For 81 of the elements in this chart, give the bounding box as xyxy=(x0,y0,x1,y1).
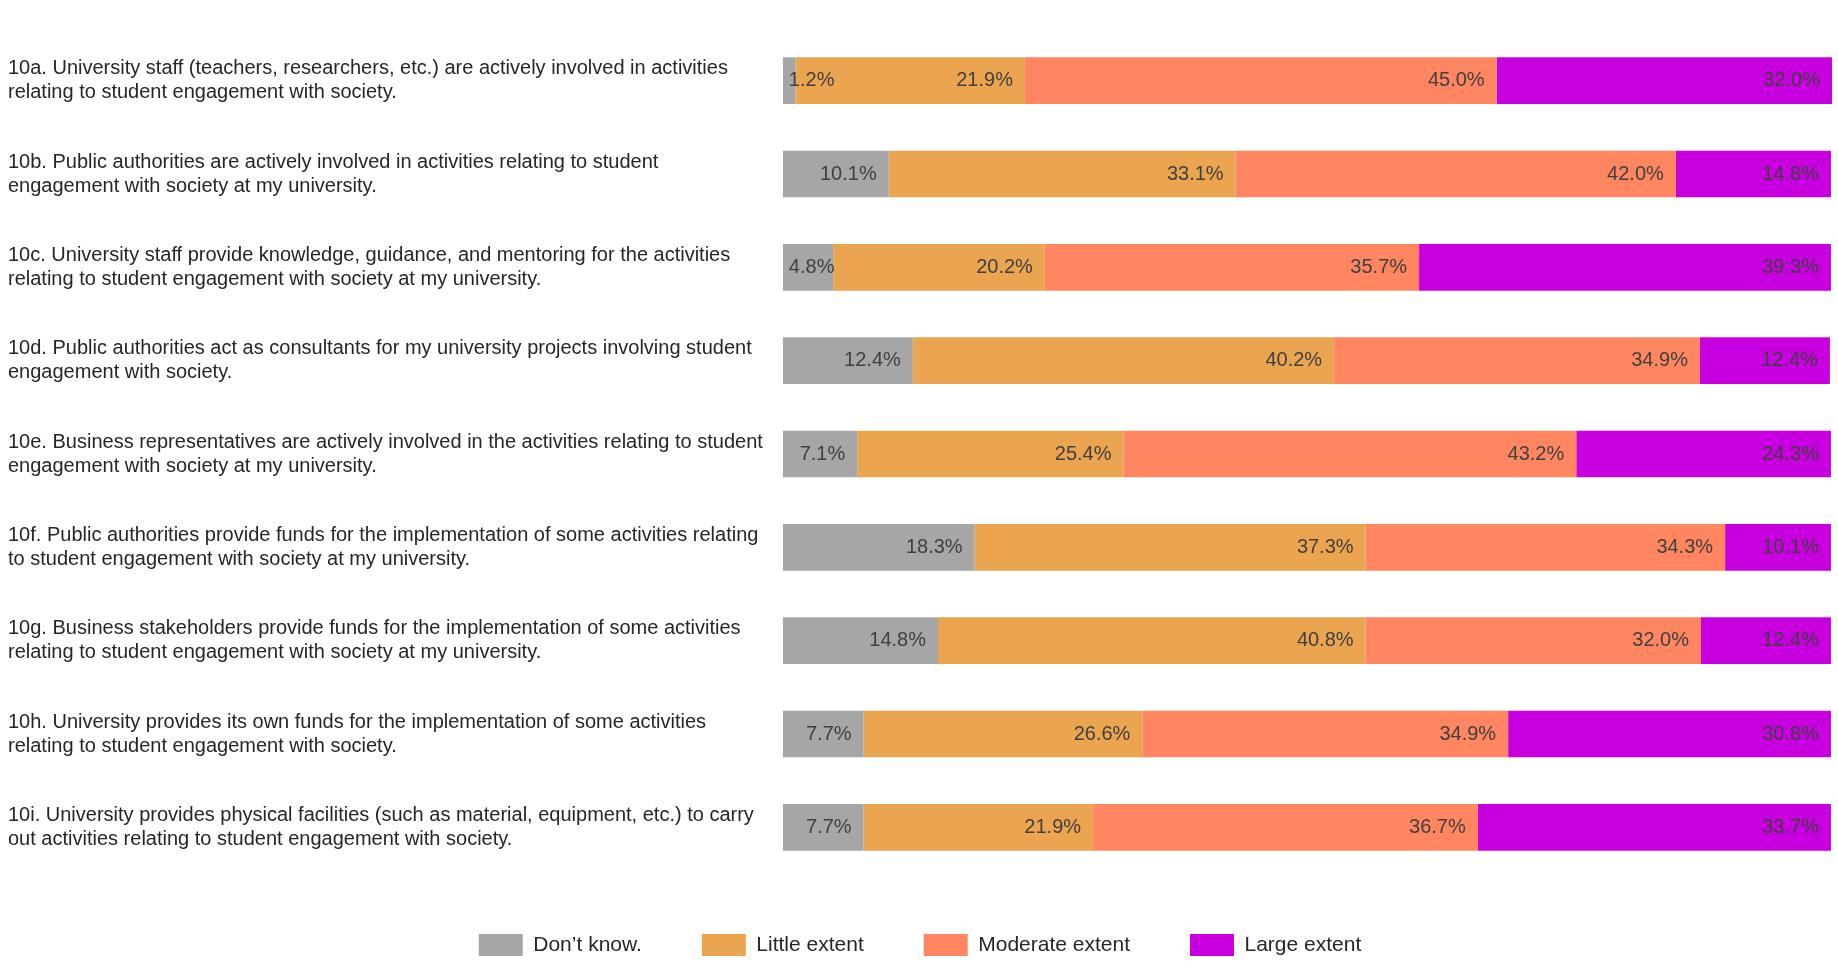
data-label: 7.7% xyxy=(805,814,852,837)
bar xyxy=(1093,804,1478,851)
data-label: 14.8% xyxy=(1762,161,1820,184)
bar xyxy=(1142,710,1509,758)
bar xyxy=(833,244,1045,291)
data-label: 21.9% xyxy=(1024,814,1082,837)
y-tick-label: 10f. Public authorities provide funds for the implementation of some activities relating to student engagement with society at my university. xyxy=(8,522,759,569)
data-label: 37.3% xyxy=(1296,534,1354,557)
y-tick-label: 10a. University staff (teachers, researchers, etc.) are actively involved in activities relating to student engagement with society. xyxy=(8,56,728,103)
bar xyxy=(1419,244,1831,291)
data-label: 14.8% xyxy=(869,628,927,651)
data-label: 25.4% xyxy=(1054,441,1112,464)
data-label: 12.4% xyxy=(844,348,902,371)
y-tick-label: 10b. Public authorities are actively involved in activities relating to student engagement with society at my university. xyxy=(8,149,659,196)
data-label: 7.7% xyxy=(805,721,852,744)
data-label: 32.0% xyxy=(1632,628,1690,651)
y-tick-label: 10h. University provides its own funds for the implementation of some activities relating to student engagement with society. xyxy=(8,709,707,756)
data-label: 40.2% xyxy=(1265,348,1323,371)
data-label: 10.1% xyxy=(819,161,877,184)
bar xyxy=(1699,337,1830,384)
data-label: 12.4% xyxy=(1762,628,1820,651)
data-label: 39.3% xyxy=(1762,254,1820,277)
bar xyxy=(863,710,1143,758)
data-label: 42.0% xyxy=(1607,161,1665,184)
bar xyxy=(1024,57,1497,104)
bar xyxy=(912,337,1335,384)
data-label: 30.8% xyxy=(1762,721,1820,744)
legend-label: Little extent xyxy=(756,931,864,955)
data-label: 7.1% xyxy=(799,441,846,464)
bar xyxy=(782,337,913,384)
data-label: 24.3% xyxy=(1762,441,1820,464)
bar xyxy=(937,617,1366,664)
bar xyxy=(863,804,1094,851)
bar xyxy=(1675,150,1831,198)
data-label: 33.1% xyxy=(1166,161,1224,184)
data-label: 32.0% xyxy=(1763,68,1821,91)
bar xyxy=(1576,430,1831,478)
y-tick-label: 10i. University provides physical facilities (such as material, equipment, etc.) to carry out activities relating to student engagement with society. xyxy=(8,802,754,849)
bar xyxy=(1044,244,1420,291)
bar xyxy=(782,710,864,758)
data-label: 1.2% xyxy=(788,68,835,91)
y-tick-label: 10c. University staff provide knowledge, guidance, and mentoring for the activities relating to student engagement with society at my university. xyxy=(8,242,731,289)
bar xyxy=(1123,430,1577,478)
data-label: 34.9% xyxy=(1631,348,1689,371)
data-label: 34.3% xyxy=(1656,534,1714,557)
y-tick-label: 10e. Business representatives are actively involved in the activities relating to student engagement with society at my university. xyxy=(8,429,764,476)
bar xyxy=(782,524,975,571)
bar xyxy=(1365,617,1701,664)
bar xyxy=(1477,804,1831,851)
data-label: 34.9% xyxy=(1439,721,1497,744)
bar xyxy=(888,150,1236,198)
bar xyxy=(1334,337,1700,384)
legend-label: Large extent xyxy=(1244,931,1362,955)
data-label: 40.8% xyxy=(1296,628,1354,651)
data-label: 10.1% xyxy=(1762,534,1820,557)
data-label: 26.6% xyxy=(1073,721,1131,744)
data-label: 18.3% xyxy=(905,534,963,557)
bar xyxy=(782,150,889,198)
bar xyxy=(1725,524,1831,571)
data-label: 20.2% xyxy=(976,254,1034,277)
bar xyxy=(782,617,938,664)
bar xyxy=(1700,617,1831,664)
y-tick-label: 10g. Business stakeholders provide funds for the implementation of some activities relating to student engagement with society at my university. xyxy=(8,616,741,663)
bar xyxy=(974,524,1366,571)
data-label: 33.7% xyxy=(1762,814,1820,837)
data-label: 35.7% xyxy=(1350,254,1408,277)
y-tick-label: 10d. Public authorities act as consultants for my university projects involving student engagement with society. xyxy=(8,336,753,383)
bar xyxy=(782,430,858,478)
data-label: 21.9% xyxy=(956,68,1014,91)
bar xyxy=(857,430,1124,478)
data-label: 12.4% xyxy=(1761,348,1819,371)
legend-label: Moderate extent xyxy=(978,931,1131,955)
data-label: 45.0% xyxy=(1427,68,1485,91)
bar xyxy=(1235,150,1676,198)
bar xyxy=(1508,710,1831,758)
bar xyxy=(1365,524,1726,571)
legend-label: Don’t know. xyxy=(533,931,642,955)
bar xyxy=(1496,57,1832,104)
data-label: 43.2% xyxy=(1507,441,1565,464)
data-label: 36.7% xyxy=(1409,814,1466,837)
bar xyxy=(782,804,864,851)
